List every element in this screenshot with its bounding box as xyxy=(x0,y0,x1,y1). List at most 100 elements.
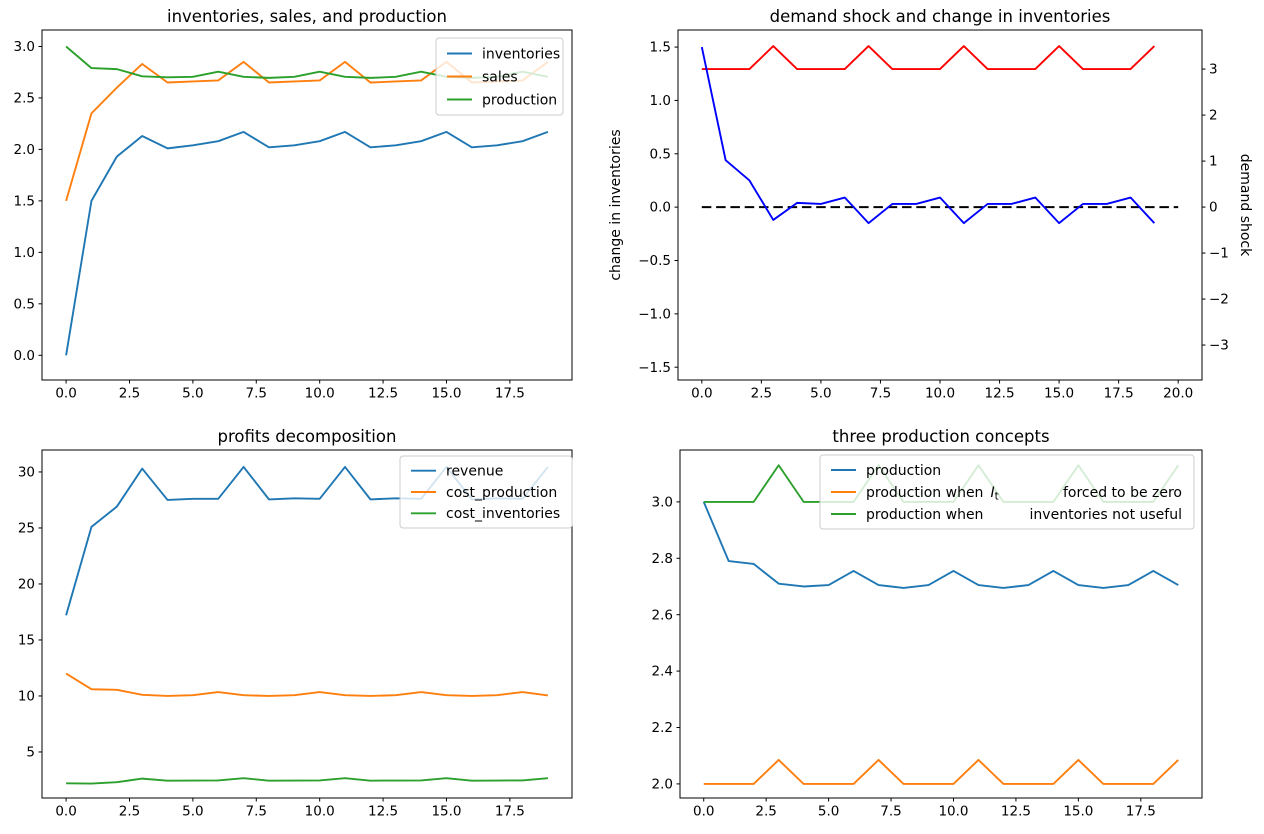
y-tick-right-label: 2 xyxy=(1209,108,1218,124)
legend-label: production xyxy=(866,463,941,479)
subplot-inventories-sales-production: 0.0 2.5 5.0 7.5 10.0 12.5 15.0 17.5 0.0 0.5 1.0 1.5… xyxy=(14,7,573,402)
axes-spines xyxy=(679,449,1203,799)
subplot-three-production-concepts: 0.0 2.5 5.0 7.5 10.0 12.5 15.0 17.5 2.0 2.2 2.4 2.6… xyxy=(652,427,1203,820)
legend-label: production xyxy=(482,92,557,108)
x-tick-label: 2.5 xyxy=(755,804,776,820)
y-tick-label: 2.4 xyxy=(652,664,673,680)
y-tick-label: 10 xyxy=(18,689,35,705)
legend-frame xyxy=(435,37,564,116)
x-tick-label: 0.0 xyxy=(55,386,76,402)
y-tick-right-label: 3 xyxy=(1209,62,1218,78)
y-tick-label: 0.5 xyxy=(650,146,671,162)
x-tick-label: 7.5 xyxy=(880,804,901,820)
y-tick-label: 25 xyxy=(18,521,35,537)
series-cost-inventories xyxy=(66,777,548,785)
x-tick-label: 12.5 xyxy=(1001,804,1031,820)
series-production xyxy=(702,501,1179,589)
x-tick-label: 15.0 xyxy=(1063,804,1093,820)
series-inventories xyxy=(65,130,549,356)
legend: production production when It forced to be… xyxy=(819,454,1195,530)
x-tick-label: 7.5 xyxy=(246,804,267,820)
x-tick-label: 5.0 xyxy=(818,804,839,820)
chart-title: three production concepts xyxy=(832,427,1049,446)
subplot-demand-shock-and-change-in-inventories: 0.0 2.5 5.0 7.5 10.0 12.5 15.0 17.5 20.0−1.5−1.0… xyxy=(608,7,1253,402)
y-tick-label: −0.5 xyxy=(638,253,671,269)
y-tick-label: 2.0 xyxy=(14,142,35,158)
y-tick-label: 0.0 xyxy=(650,200,671,216)
legend-label-right: forced to be zero xyxy=(1063,485,1182,501)
y-tick-label: 30 xyxy=(18,465,35,481)
x-tick-label: 15.0 xyxy=(431,386,461,402)
x-tick-label: 10.0 xyxy=(938,804,968,820)
chart-title: profits decomposition xyxy=(218,427,397,446)
x-tick-label: 12.5 xyxy=(368,804,398,820)
y-tick-right-label: −3 xyxy=(1209,338,1229,354)
axes-spines xyxy=(677,29,1203,381)
x-tick-label: 5.0 xyxy=(182,804,203,820)
legend-label: cost_production xyxy=(446,485,557,501)
y-tick-label: 3.0 xyxy=(14,39,35,55)
legend-label: production when xyxy=(866,507,983,523)
y-tick-label: 3.0 xyxy=(652,494,673,510)
y-tick-label: 2.5 xyxy=(14,91,35,107)
y-tick-label: 1.0 xyxy=(650,93,671,109)
legend-label: production when It xyxy=(866,485,999,503)
chart-title: demand shock and change in inventories xyxy=(770,7,1111,26)
legend: inventories sales production xyxy=(435,37,564,116)
legend-frame xyxy=(399,455,573,529)
x-tick-label: 10.0 xyxy=(305,804,335,820)
x-tick-label: 17.5 xyxy=(1104,386,1134,402)
x-tick-label: 2.5 xyxy=(751,386,772,402)
y-tick-label: 0.0 xyxy=(14,348,35,364)
x-tick-label: 17.5 xyxy=(495,386,525,402)
axes-spines xyxy=(41,449,573,799)
legend-frame xyxy=(819,454,1195,530)
y-tick-label: 0.5 xyxy=(14,296,35,312)
axes-spines xyxy=(41,29,573,381)
x-tick-label: 5.0 xyxy=(182,386,203,402)
legend-label: inventories xyxy=(482,46,560,62)
y-tick-right-label: −1 xyxy=(1209,246,1229,262)
x-tick-label: 0.0 xyxy=(693,804,714,820)
x-tick-label: 20.0 xyxy=(1163,386,1193,402)
legend-label-right: inventories not useful xyxy=(1030,507,1182,523)
subplot-profits-decomposition: 0.0 2.5 5.0 7.5 10.0 12.5 15.0 17.5 5 10 15 20 25 30 p… xyxy=(18,427,573,820)
x-tick-label: 12.5 xyxy=(985,386,1015,402)
y-tick-label: −1.5 xyxy=(638,360,671,376)
series-cost-production xyxy=(65,672,549,697)
y-tick-label: 15 xyxy=(18,633,35,649)
x-tick-label: 15.0 xyxy=(1044,386,1074,402)
x-tick-label: 7.5 xyxy=(870,386,891,402)
y-tick-label: 5 xyxy=(26,745,35,761)
x-tick-label: 2.5 xyxy=(119,386,140,402)
ylabel-left: change in inventories xyxy=(608,129,624,280)
y-tick-right-label: 1 xyxy=(1209,154,1218,170)
y-tick-label: −1.0 xyxy=(638,306,671,322)
y-tick-label: 2.6 xyxy=(652,607,673,623)
x-tick-label: 10.0 xyxy=(925,386,955,402)
y-tick-label: 2.0 xyxy=(652,776,673,792)
legend-label: sales xyxy=(482,69,518,85)
x-tick-label: 15.0 xyxy=(431,804,461,820)
series-change-in-inventories xyxy=(700,46,1156,225)
chart-title: inventories, sales, and production xyxy=(167,7,447,26)
x-tick-label: 12.5 xyxy=(368,386,398,402)
y-tick-label: 1.0 xyxy=(14,245,35,261)
y-tick-label: 1.5 xyxy=(650,40,671,56)
legend: revenue cost_production cost_inventories xyxy=(399,455,573,529)
x-tick-label: 0.0 xyxy=(55,804,76,820)
series-production-when-i-t-forced-to-be-zero xyxy=(703,758,1179,785)
x-tick-label: 10.0 xyxy=(305,386,335,402)
y-tick-label: 2.8 xyxy=(652,551,673,567)
y-tick-right-label: −2 xyxy=(1209,292,1229,308)
legend-label: revenue xyxy=(446,463,503,479)
legend-label: cost_inventories xyxy=(446,506,560,522)
x-tick-label: 17.5 xyxy=(495,804,525,820)
x-tick-label: 0.0 xyxy=(691,386,712,402)
series-demand-shock xyxy=(701,45,1156,71)
y-tick-label: 2.2 xyxy=(652,720,673,736)
y-tick-right-label: 0 xyxy=(1209,200,1218,216)
ylabel-right: demand shock xyxy=(1237,154,1253,257)
